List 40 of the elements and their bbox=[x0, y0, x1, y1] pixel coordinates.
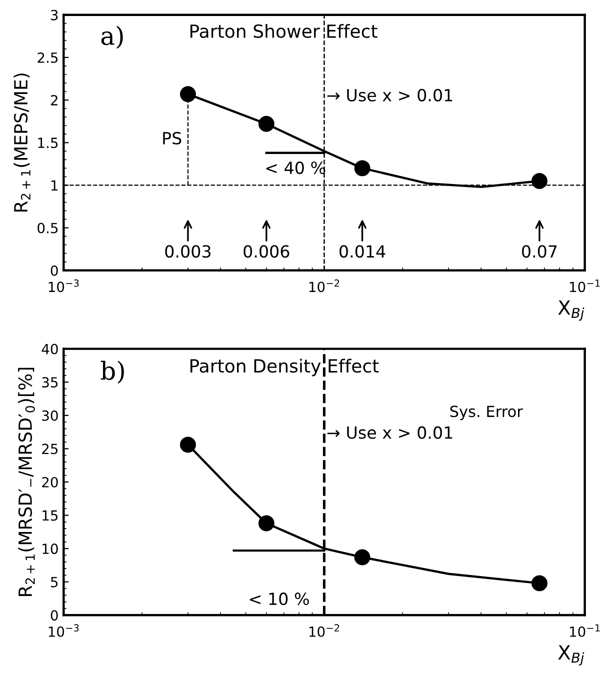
y-tick-label: 10 bbox=[42, 544, 58, 554]
annotation: 0.003 bbox=[165, 245, 210, 258]
y-tick-label: 0 bbox=[50, 265, 58, 276]
ref-line-label: → Use x > 0.01 bbox=[327, 426, 452, 439]
y-tick-label: 5 bbox=[51, 577, 58, 588]
annotation: b) bbox=[100, 360, 124, 384]
y-tick-label: 1.5 bbox=[38, 138, 58, 148]
x-tick-label: 10$^{−2}$ bbox=[309, 279, 340, 292]
x-axis-title: X$_{Bj}$ bbox=[558, 645, 584, 666]
y-tick-label: 2.5 bbox=[38, 52, 58, 63]
annotation: < 10 % bbox=[250, 592, 309, 606]
x-axis-title: X$_{Bj}$ bbox=[558, 300, 584, 321]
annotation: 0.014 bbox=[340, 245, 386, 258]
y-tick-label: 0.5 bbox=[38, 222, 58, 234]
x-tick-label: 10$^{−3}$ bbox=[48, 624, 79, 637]
y-tick-label: 2 bbox=[50, 95, 58, 106]
y-tick-label: 40 bbox=[42, 344, 58, 354]
x-tick-label: 10$^{−3}$ bbox=[48, 279, 79, 292]
y-axis-title: R$_{2+1}$(MEPS/ME) bbox=[14, 74, 30, 212]
y-tick-label: 30 bbox=[42, 410, 58, 421]
y-tick-label: 15 bbox=[42, 510, 58, 521]
annotation: 0.006 bbox=[244, 245, 290, 258]
annotation: a) bbox=[101, 26, 123, 49]
text: Parton Density Effect bbox=[190, 358, 379, 376]
ref-line-label: → Use x > 0.01 bbox=[327, 88, 452, 102]
chart-title: Parton Shower Effect bbox=[190, 24, 378, 38]
y-tick-label: 20 bbox=[42, 476, 58, 488]
x-tick-label: 10$^{−2}$ bbox=[309, 624, 340, 637]
y-tick-label: 1 bbox=[51, 180, 58, 190]
y-tick-label: 3 bbox=[50, 10, 58, 20]
x-tick-label: 10$^{−1}$ bbox=[570, 280, 600, 292]
annotation: 0.07 bbox=[522, 245, 557, 258]
y-tick-label: 35 bbox=[42, 377, 58, 388]
annotation: PS bbox=[163, 132, 182, 144]
x-tick-label: 10$^{−1}$ bbox=[570, 624, 600, 637]
y-tick-label: 25 bbox=[42, 444, 58, 454]
y-axis-title: R$_{2+1}$(MRSD′$_{−}$/MRSD′$_{0}$)[%] bbox=[18, 368, 35, 596]
y-tick-label: 0 bbox=[50, 610, 58, 621]
annotation: < 40 % bbox=[266, 161, 326, 174]
annotation: Sys. Error bbox=[450, 406, 523, 420]
